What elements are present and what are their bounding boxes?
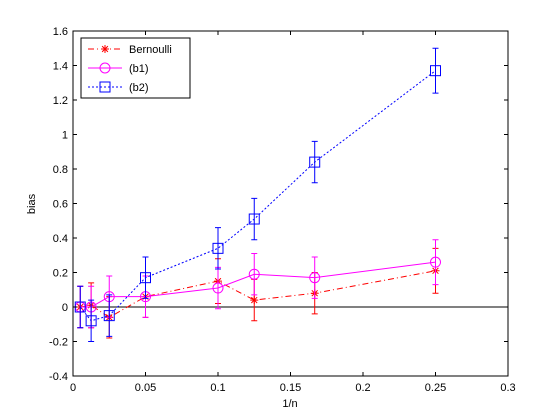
y-tick-label: 0.2	[53, 268, 68, 280]
data-point	[140, 272, 151, 284]
data-point	[430, 65, 441, 77]
series-layer	[74, 47, 441, 342]
legend-entry: Bernoulli	[88, 44, 172, 56]
y-axis-label: bias	[26, 193, 38, 214]
data-point	[103, 310, 115, 322]
y-tick-label: 0.4	[53, 233, 68, 245]
data-point	[309, 156, 321, 168]
y-tick-label: 1.2	[53, 95, 68, 107]
x-tick-label: 0	[70, 382, 76, 394]
x-tick-label: 0.1	[210, 382, 225, 394]
legend-marker	[101, 45, 109, 53]
legend-box	[80, 37, 191, 99]
data-point	[250, 296, 259, 305]
y-tick-label: -0.2	[49, 337, 68, 349]
error-bar	[215, 227, 221, 270]
data-point	[248, 213, 260, 225]
series-line	[79, 70, 436, 322]
y-tick-label: 0	[62, 302, 68, 314]
x-tick-label: 0.3	[500, 382, 515, 394]
series-line	[80, 270, 436, 318]
x-axis-ticks: 0 0.05 0.1 0.15 0.2 0.25 0.3	[70, 31, 516, 394]
legend: Bernoulli (b1) (b2)	[80, 37, 191, 99]
data-point	[430, 256, 441, 268]
series-square	[74, 47, 441, 342]
data-point	[212, 282, 224, 294]
legend-label: Bernoulli	[129, 44, 172, 56]
y-tick-label: 1.6	[53, 26, 68, 38]
data-point	[85, 315, 97, 327]
legend-label: (b2)	[129, 82, 149, 94]
legend-marker	[99, 62, 111, 74]
data-point	[309, 272, 321, 284]
series-line	[80, 261, 436, 308]
legend-entry: (b2)	[88, 81, 149, 94]
y-tick-label: -0.4	[49, 371, 68, 383]
x-tick-label: 0.15	[280, 382, 301, 394]
y-tick-label: 0.8	[53, 164, 68, 176]
x-axis-label: 1/n	[282, 398, 297, 410]
x-tick-label: 0.25	[425, 382, 446, 394]
legend-entry: (b1)	[88, 62, 149, 75]
y-tick-label: 1.4	[53, 61, 68, 73]
x-tick-label: 0.05	[135, 382, 156, 394]
y-axis-ticks: -0.4 -0.2 0 0.2 0.4 0.6 0.8 1 1.2 1.4 1.6	[49, 26, 508, 383]
y-tick-label: 1	[62, 130, 68, 142]
legend-label: (b1)	[129, 63, 149, 75]
legend-marker	[99, 81, 111, 93]
y-tick-label: 0.6	[53, 199, 68, 211]
x-tick-label: 0.2	[355, 382, 370, 394]
data-point	[248, 268, 260, 280]
data-point	[212, 242, 224, 254]
